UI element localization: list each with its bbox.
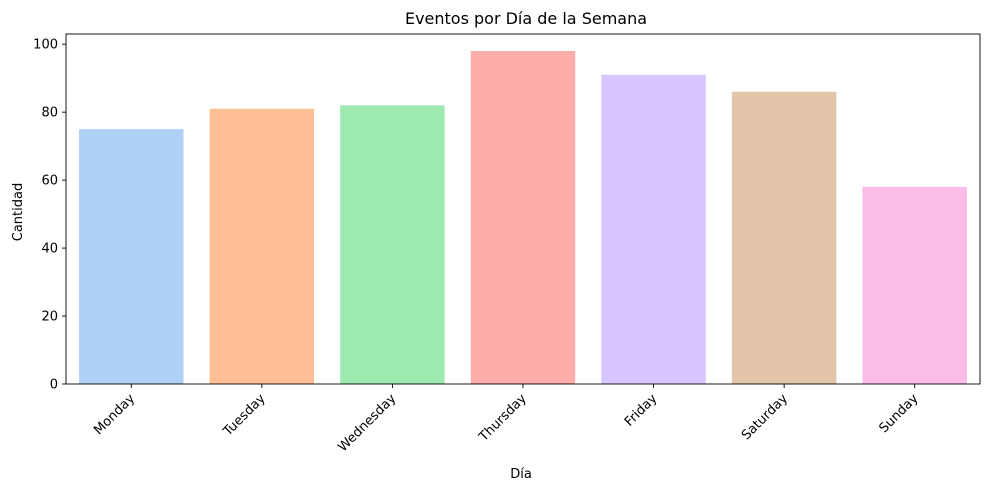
x-tick-label-saturday: Saturday (739, 391, 791, 443)
y-tick-label: 0 (50, 378, 58, 393)
x-tick-label-monday: Monday (91, 391, 138, 438)
y-tick-label: 20 (41, 310, 58, 325)
bar-saturday (731, 91, 837, 384)
bar-sunday (862, 186, 967, 384)
x-tick-label-wednesday: Wednesday (335, 391, 399, 455)
bar-friday (601, 74, 706, 384)
bar-wednesday (340, 105, 445, 384)
y-axis-label: Cantidad (11, 183, 26, 241)
x-tick-label-friday: Friday (622, 391, 661, 430)
bar-tuesday (209, 108, 315, 385)
bar-thursday (470, 50, 576, 384)
y-tick-label: 60 (41, 174, 58, 189)
chart-title: Eventos por Día de la Semana (405, 9, 647, 28)
x-tick-label-thursday: Thursday (476, 391, 530, 445)
x-axis-label: Día (510, 467, 532, 482)
y-tick-label: 100 (33, 38, 58, 53)
bar-monday (79, 129, 184, 384)
x-tick-label-tuesday: Tuesday (220, 391, 269, 440)
y-tick-label: 40 (41, 242, 58, 257)
plot-area: 0 20 40 60 80 100 Monday Tuesday Wednesday Thursd… (33, 33, 981, 455)
x-tick-label-sunday: Sunday (877, 391, 922, 436)
y-tick-label: 80 (41, 106, 58, 121)
